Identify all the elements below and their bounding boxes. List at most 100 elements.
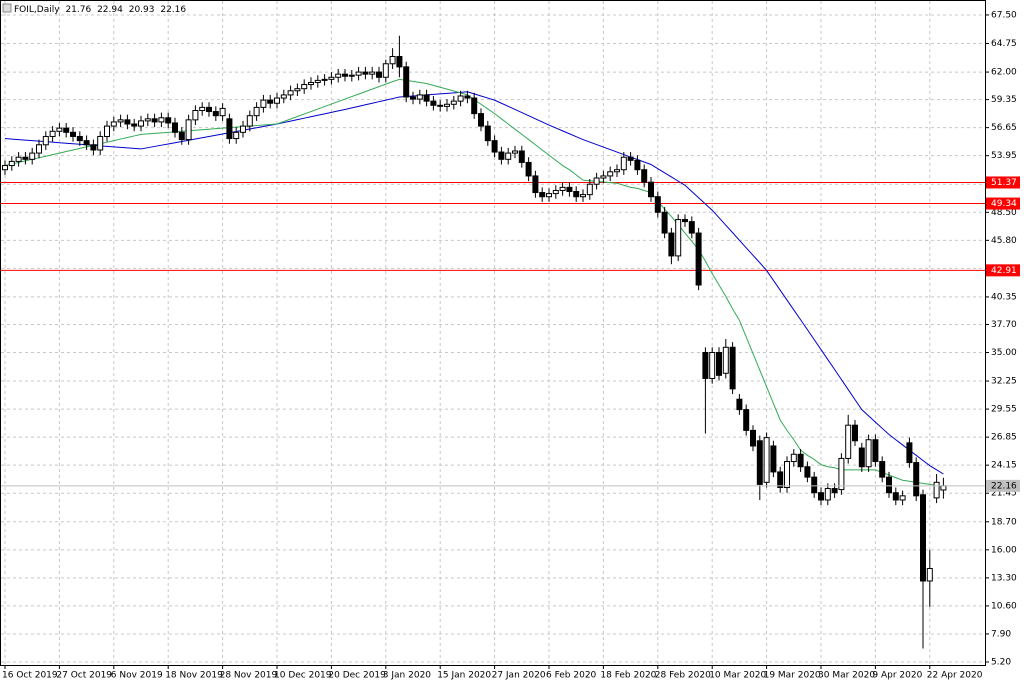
candle-body: [716, 351, 722, 376]
candle: [76, 131, 83, 146]
candle-body: [464, 95, 471, 99]
candle: [824, 483, 831, 506]
candle-body: [280, 94, 287, 99]
candle: [580, 189, 586, 202]
candle: [219, 103, 226, 121]
y-tick-label: 26.85: [991, 433, 1017, 443]
candle: [845, 414, 852, 464]
candle-body: [926, 568, 933, 582]
y-tick-label: 67.50: [991, 10, 1017, 20]
x-tick-label: 10 Dec 2019: [274, 671, 332, 681]
candle: [2, 160, 8, 175]
candle-body: [165, 117, 172, 124]
candle-body: [518, 150, 525, 163]
y-tick-label: 45.80: [991, 236, 1017, 246]
candle-body: [702, 351, 709, 379]
y-tick-label: 18.70: [991, 517, 1017, 527]
candle: [899, 490, 906, 506]
header: FOIL,Daily 21.76 22.94 20.93 22.16: [2, 3, 186, 15]
x-tick-label: 6 Feb 2020: [546, 671, 597, 681]
candle-body: [423, 94, 430, 102]
candle: [491, 135, 498, 158]
candle-body: [913, 462, 920, 497]
candle-body: [484, 125, 491, 142]
candle: [335, 68, 342, 83]
candle: [348, 70, 355, 82]
candle-body: [512, 150, 518, 154]
candle-body: [784, 461, 790, 489]
y-tick-label: 16.00: [991, 545, 1017, 555]
candle-body: [620, 156, 627, 171]
y-tick-label: 35.00: [991, 348, 1017, 358]
candle-body: [185, 119, 192, 141]
candle: [97, 131, 104, 156]
candle: [770, 440, 777, 478]
candle: [784, 456, 790, 493]
candle-body: [226, 118, 233, 140]
candle: [280, 89, 287, 104]
candle-body: [199, 106, 206, 112]
candle: [620, 152, 627, 175]
candle: [355, 66, 362, 81]
y-tick-label: 10.60: [991, 601, 1017, 611]
x-tick-label: 16 Oct 2019: [2, 671, 58, 681]
candle-body: [756, 440, 763, 485]
candle: [797, 449, 804, 472]
candle: [8, 156, 15, 171]
x-tick-label: 15 Jan 2020: [437, 671, 491, 681]
candle: [906, 437, 913, 468]
level-label-box: [986, 264, 1020, 277]
candle: [532, 170, 539, 198]
candle-body: [76, 135, 83, 142]
candle: [308, 77, 314, 90]
candle-body: [831, 488, 838, 494]
candle-body: [151, 118, 158, 123]
candle-body: [63, 127, 70, 133]
candle-body: [348, 74, 355, 77]
candle: [117, 114, 124, 128]
plot-area: [1, 1, 985, 665]
candle-body: [818, 492, 824, 501]
candle: [172, 117, 178, 138]
x-tick-label: 28 Feb 2020: [655, 671, 711, 681]
candle-body: [505, 152, 512, 160]
candle-body: [117, 119, 124, 123]
candle: [566, 182, 573, 197]
x-tick-label: 28 Nov 2019: [220, 671, 278, 681]
candle: [253, 102, 260, 121]
candle: [226, 113, 233, 144]
candle: [376, 66, 382, 83]
candle-body: [8, 160, 15, 167]
candle-body: [138, 120, 144, 127]
candle-body: [654, 196, 661, 213]
candle: [872, 434, 879, 467]
candle: [49, 126, 56, 142]
x-tick-label: 30 Mar 2020: [818, 671, 875, 681]
candle: [811, 471, 818, 498]
candle: [743, 404, 750, 436]
last-open: 21.76: [65, 5, 91, 15]
y-tick-label: 62.00: [991, 68, 1017, 78]
candle: [22, 152, 29, 165]
candle-body: [124, 119, 131, 125]
candle: [573, 186, 580, 202]
candle: [634, 155, 641, 175]
candle: [287, 85, 294, 101]
candle: [83, 135, 90, 150]
candle: [892, 487, 899, 506]
x-tick-label: 10 Mar 2020: [709, 671, 766, 681]
price-label: 22.16: [991, 481, 1017, 491]
y-tick-label: 40.35: [991, 292, 1017, 302]
candle: [539, 187, 546, 202]
candle-body: [539, 192, 546, 198]
candle-body: [144, 118, 151, 122]
candle: [838, 453, 845, 495]
candle: [512, 145, 518, 159]
candle-body: [858, 447, 865, 468]
candle-body: [430, 100, 437, 106]
candle: [124, 114, 131, 130]
candle: [389, 48, 396, 69]
candle: [301, 79, 308, 94]
candle-body: [886, 476, 892, 494]
candle-body: [586, 183, 593, 196]
